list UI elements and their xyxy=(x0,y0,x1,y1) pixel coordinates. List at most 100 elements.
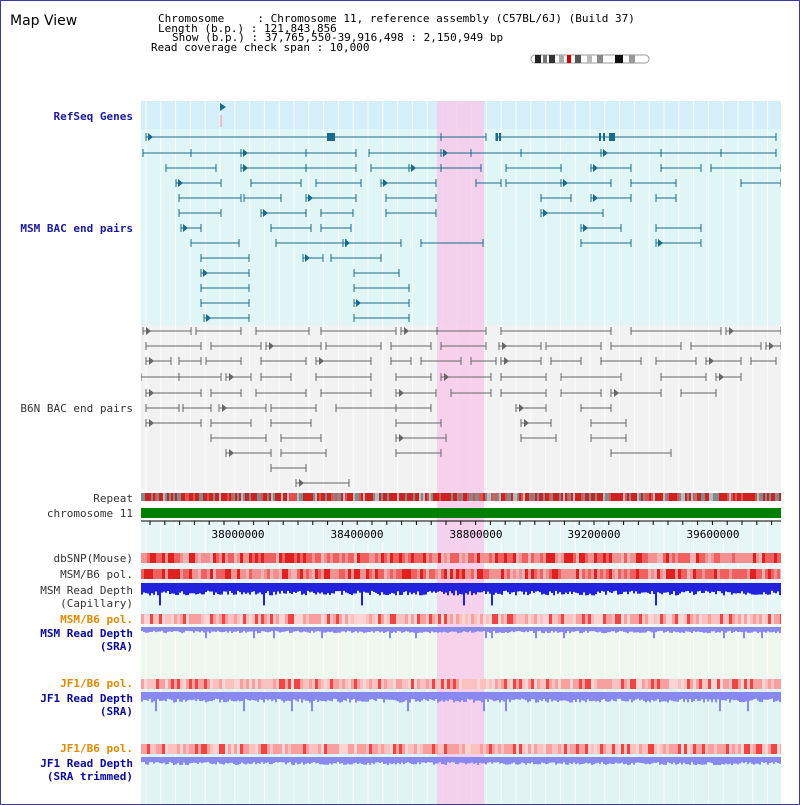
jf1-trimmed-depth-bar xyxy=(487,757,489,763)
msm-b6-pol-cell xyxy=(753,569,756,579)
repeat-segment xyxy=(601,493,603,501)
msm-capillary-depth-bar xyxy=(507,583,509,593)
jf1-b6-pol-cell xyxy=(546,679,549,689)
msm-sra-depth-bar xyxy=(761,627,763,639)
jf1-trimmed-depth-bar xyxy=(243,757,245,764)
dbsnp-cell xyxy=(750,553,753,563)
repeat-segment xyxy=(193,493,195,501)
jf1-b6-pol-2-cell xyxy=(744,744,747,754)
jf1-trimmed-depth-bar xyxy=(329,757,331,764)
genome-browser-plot[interactable]: 38000000 38400000 38800000 39200000 39600000 xyxy=(141,101,781,804)
jf1-b6-pol-2-cell xyxy=(426,744,429,754)
msm-capillary-depth-bar xyxy=(313,583,315,594)
jf1-trimmed-depth-bar xyxy=(365,757,367,765)
jf1-b6-pol-cell xyxy=(516,679,519,689)
jf1-b6-pol-cell xyxy=(762,679,765,689)
msm-b6-pol-2-cell xyxy=(270,614,273,624)
msm-b6-pol-cell xyxy=(762,569,765,579)
msm-capillary-depth-bar xyxy=(591,583,593,596)
jf1-trimmed-depth-bar xyxy=(401,757,403,763)
msm-b6-pol-2-cell xyxy=(768,614,771,624)
dbsnp-cell xyxy=(597,553,600,563)
msm-b6-pol-2-cell xyxy=(171,614,174,624)
jf1-sra-depth-bar xyxy=(361,692,363,702)
dbsnp-cell xyxy=(501,553,504,563)
dbsnp-cell xyxy=(552,553,555,563)
track-label-jf1-b6-pol-2: JF1/B6 pol. xyxy=(60,742,133,755)
dbsnp-cell xyxy=(303,553,306,563)
dbsnp-cell xyxy=(615,553,618,563)
jf1-trimmed-depth-bar xyxy=(289,757,291,762)
msm-b6-pol-2-cell xyxy=(261,614,264,624)
msm-capillary-depth-bar xyxy=(297,583,299,592)
jf1-sra-depth-bar xyxy=(405,692,407,701)
jf1-sra-depth-bar xyxy=(451,692,453,700)
dbsnp-cell xyxy=(435,553,438,563)
jf1-trimmed-depth-bar xyxy=(545,757,547,765)
jf1-sra-depth-bar xyxy=(291,692,293,712)
jf1-b6-pol-cell xyxy=(348,679,351,689)
msm-sra-depth-bar xyxy=(423,627,425,633)
jf1-b6-pol-2-cell xyxy=(414,744,417,754)
msm-b6-pol-2-cell xyxy=(222,614,225,624)
msm-b6-pol-cell xyxy=(666,569,669,579)
msm-capillary-depth-bar xyxy=(757,583,759,595)
dbsnp-cell xyxy=(582,553,585,563)
msm-b6-pol-2-cell xyxy=(558,614,561,624)
msm-capillary-depth-bar xyxy=(461,583,463,595)
jf1-trimmed-depth-bar xyxy=(677,757,679,765)
repeat-segment xyxy=(403,493,405,501)
msm-b6-pol-cell xyxy=(486,569,489,579)
repeat-segment xyxy=(213,493,215,501)
msm-capillary-depth-bar xyxy=(203,583,205,595)
jf1-b6-pol-2-cell xyxy=(666,744,669,754)
jf1-b6-pol-2-cell xyxy=(591,744,594,754)
jf1-trimmed-depth-bar xyxy=(143,757,145,762)
msm-b6-pol-2-cell xyxy=(216,614,219,624)
repeat-segment xyxy=(391,493,393,501)
repeat-segment xyxy=(183,493,185,501)
msm-sra-depth-bar xyxy=(253,627,255,639)
track-label-msm-b6-pol-2: MSM/B6 pol. xyxy=(60,613,133,626)
msm-capillary-depth-bar xyxy=(327,583,329,594)
msm-capillary-depth-bar xyxy=(467,583,469,595)
jf1-trimmed-depth-bar xyxy=(303,757,305,765)
dbsnp-cell xyxy=(177,553,180,563)
dbsnp-cell xyxy=(660,553,663,563)
jf1-trimmed-depth-bar xyxy=(205,757,207,763)
jf1-b6-pol-cell xyxy=(288,679,291,689)
msm-capillary-depth-bar xyxy=(489,583,491,594)
msm-capillary-depth-bar xyxy=(535,583,537,592)
repeat-segment xyxy=(347,493,349,501)
jf1-trimmed-depth-bar xyxy=(685,757,687,765)
msm-sra-depth-bar xyxy=(513,627,515,633)
jf1-sra-depth-bar xyxy=(723,692,725,701)
msm-sra-depth-bar xyxy=(191,627,193,632)
msm-sra-depth-bar xyxy=(409,627,411,633)
chromosome-ideogram[interactable] xyxy=(529,53,653,65)
repeat-segment xyxy=(631,493,633,501)
jf1-trimmed-depth-bar xyxy=(385,757,387,764)
jf1-sra-depth-bar xyxy=(677,692,679,702)
jf1-b6-pol-cell xyxy=(321,679,324,689)
msm-capillary-depth-bar xyxy=(703,583,705,593)
msm-b6-pol-2-cell xyxy=(174,614,177,624)
repeat-segment xyxy=(411,493,413,501)
msm-b6-pol-cell xyxy=(387,569,390,579)
dbsnp-cell xyxy=(417,553,420,563)
msm-sra-depth-bar xyxy=(661,627,663,631)
msm-capillary-depth-bar xyxy=(533,583,535,593)
msm-b6-pol-2-cell xyxy=(639,614,642,624)
msm-b6-pol-cell xyxy=(186,569,189,579)
jf1-b6-pol-2-cell xyxy=(726,744,729,754)
jf1-trimmed-depth-bar xyxy=(515,757,517,765)
msm-b6-pol-2-cell xyxy=(477,614,480,624)
jf1-trimmed-depth-bar xyxy=(729,757,731,764)
msm-b6-pol-cell xyxy=(705,569,708,579)
jf1-sra-depth-bar xyxy=(317,692,319,703)
msm-b6-pol-2-cell xyxy=(144,614,147,624)
msm-b6-pol-cell xyxy=(570,569,573,579)
msm-sra-depth-bar xyxy=(523,627,525,633)
msm-b6-pol-2-cell xyxy=(408,614,411,624)
jf1-b6-pol-cell xyxy=(429,679,432,689)
